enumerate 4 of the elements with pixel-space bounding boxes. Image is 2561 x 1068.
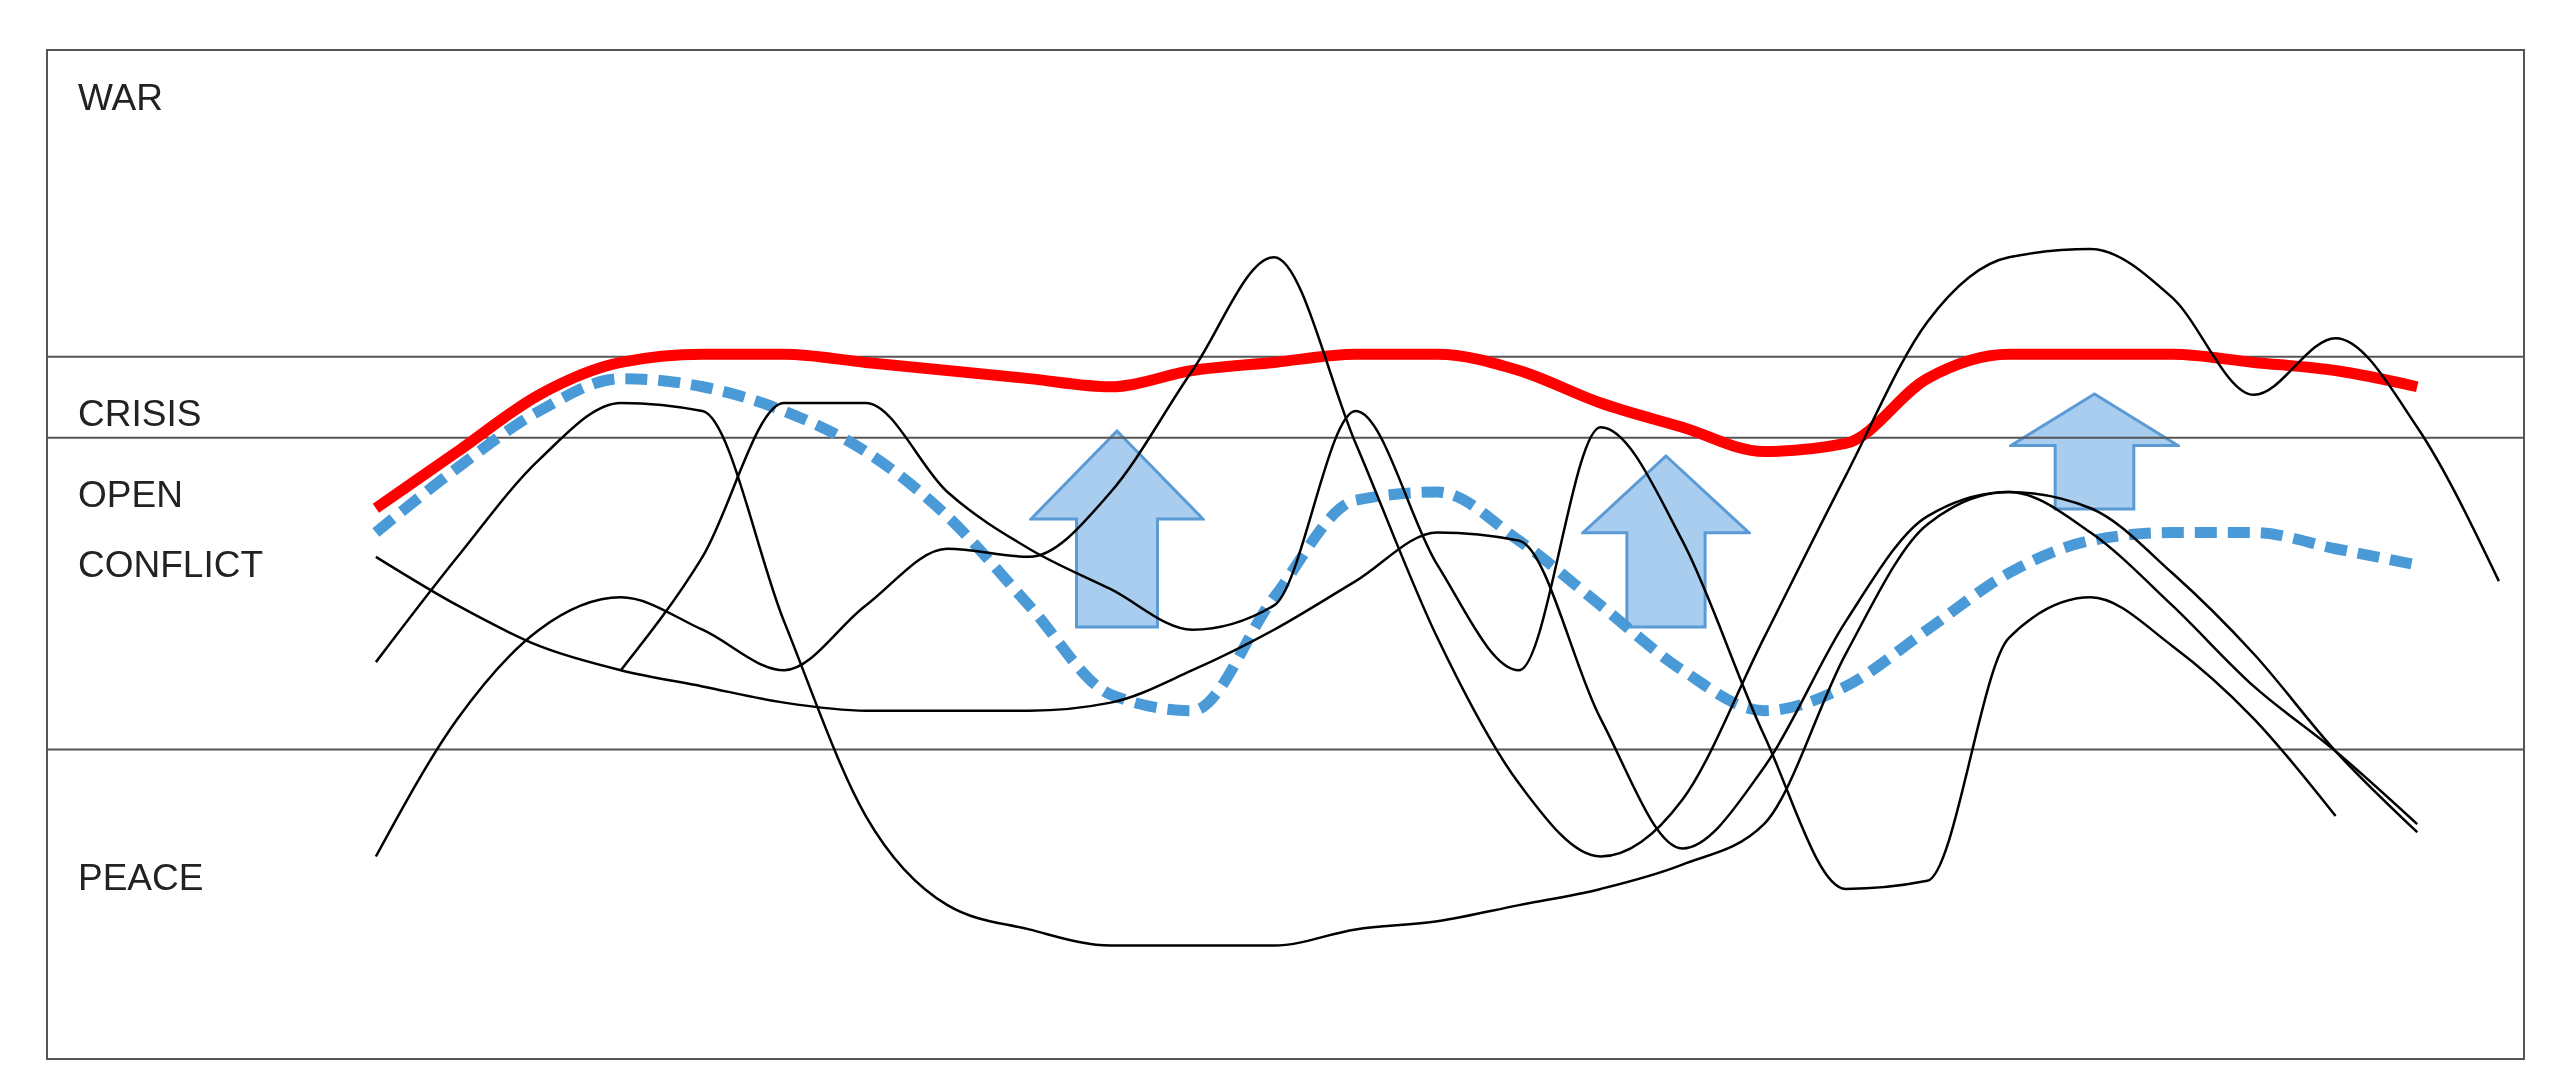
- text: CRISIS: [78, 392, 203, 436]
- text: OPEN CONFLICT: [78, 473, 264, 587]
- text: PEACE: [78, 856, 205, 900]
- text: WAR: [78, 76, 164, 120]
